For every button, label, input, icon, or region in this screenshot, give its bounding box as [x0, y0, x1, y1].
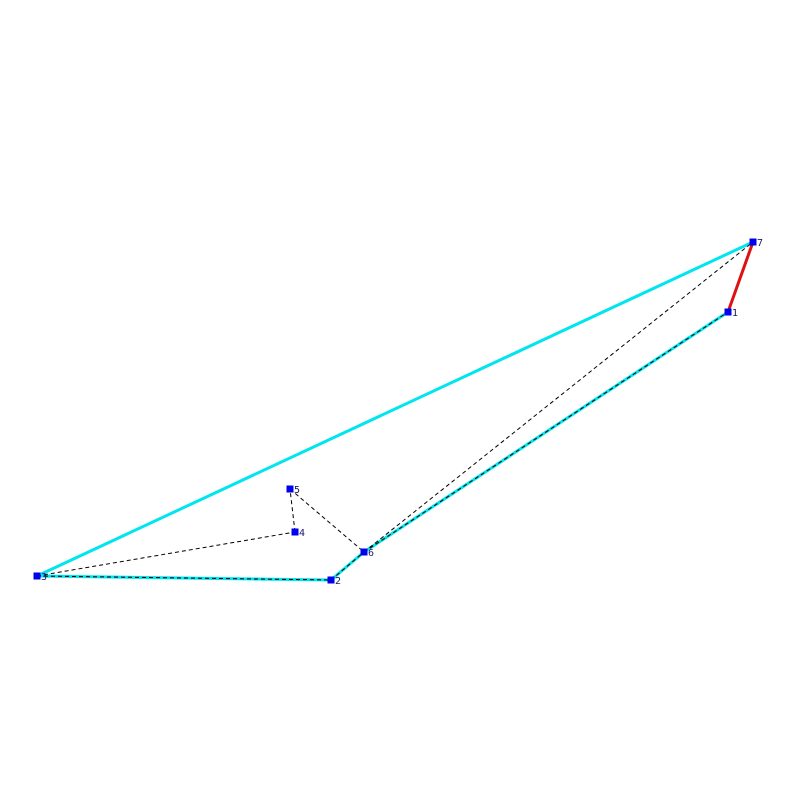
hull-edge-p7-p3	[36, 240, 754, 578]
point-label-4: 4	[299, 528, 305, 539]
dashed-edge-p6-p7	[363, 241, 754, 553]
point-1	[724, 308, 732, 316]
point-5	[286, 485, 294, 493]
point-labels: 1 2 3 4 5 6 7	[41, 238, 763, 587]
point-7	[749, 238, 757, 246]
point-2	[327, 576, 335, 584]
point-label-7: 7	[757, 238, 763, 249]
point-label-6: 6	[368, 548, 374, 559]
dashed-edge-p2-p6	[330, 551, 365, 581]
dashed-edge-p3-p4	[36, 531, 296, 577]
dashed-edge-p5-p6	[289, 488, 365, 553]
point-label-2: 2	[335, 576, 341, 587]
dashed-edge-p4-p5	[289, 488, 296, 533]
point-label-5: 5	[294, 485, 300, 496]
point-6	[360, 548, 368, 556]
dashed-edge-p6-p1	[363, 311, 729, 553]
points	[33, 238, 757, 584]
highlight-edge-p1-p7	[726, 241, 755, 313]
point-label-3: 3	[41, 572, 47, 583]
point-4	[291, 528, 299, 536]
point-3	[33, 572, 41, 580]
point-label-1: 1	[732, 308, 738, 319]
dashed-edges	[36, 241, 754, 581]
dashed-edge-p3-p2	[36, 575, 332, 581]
highlight-edges	[726, 241, 755, 313]
